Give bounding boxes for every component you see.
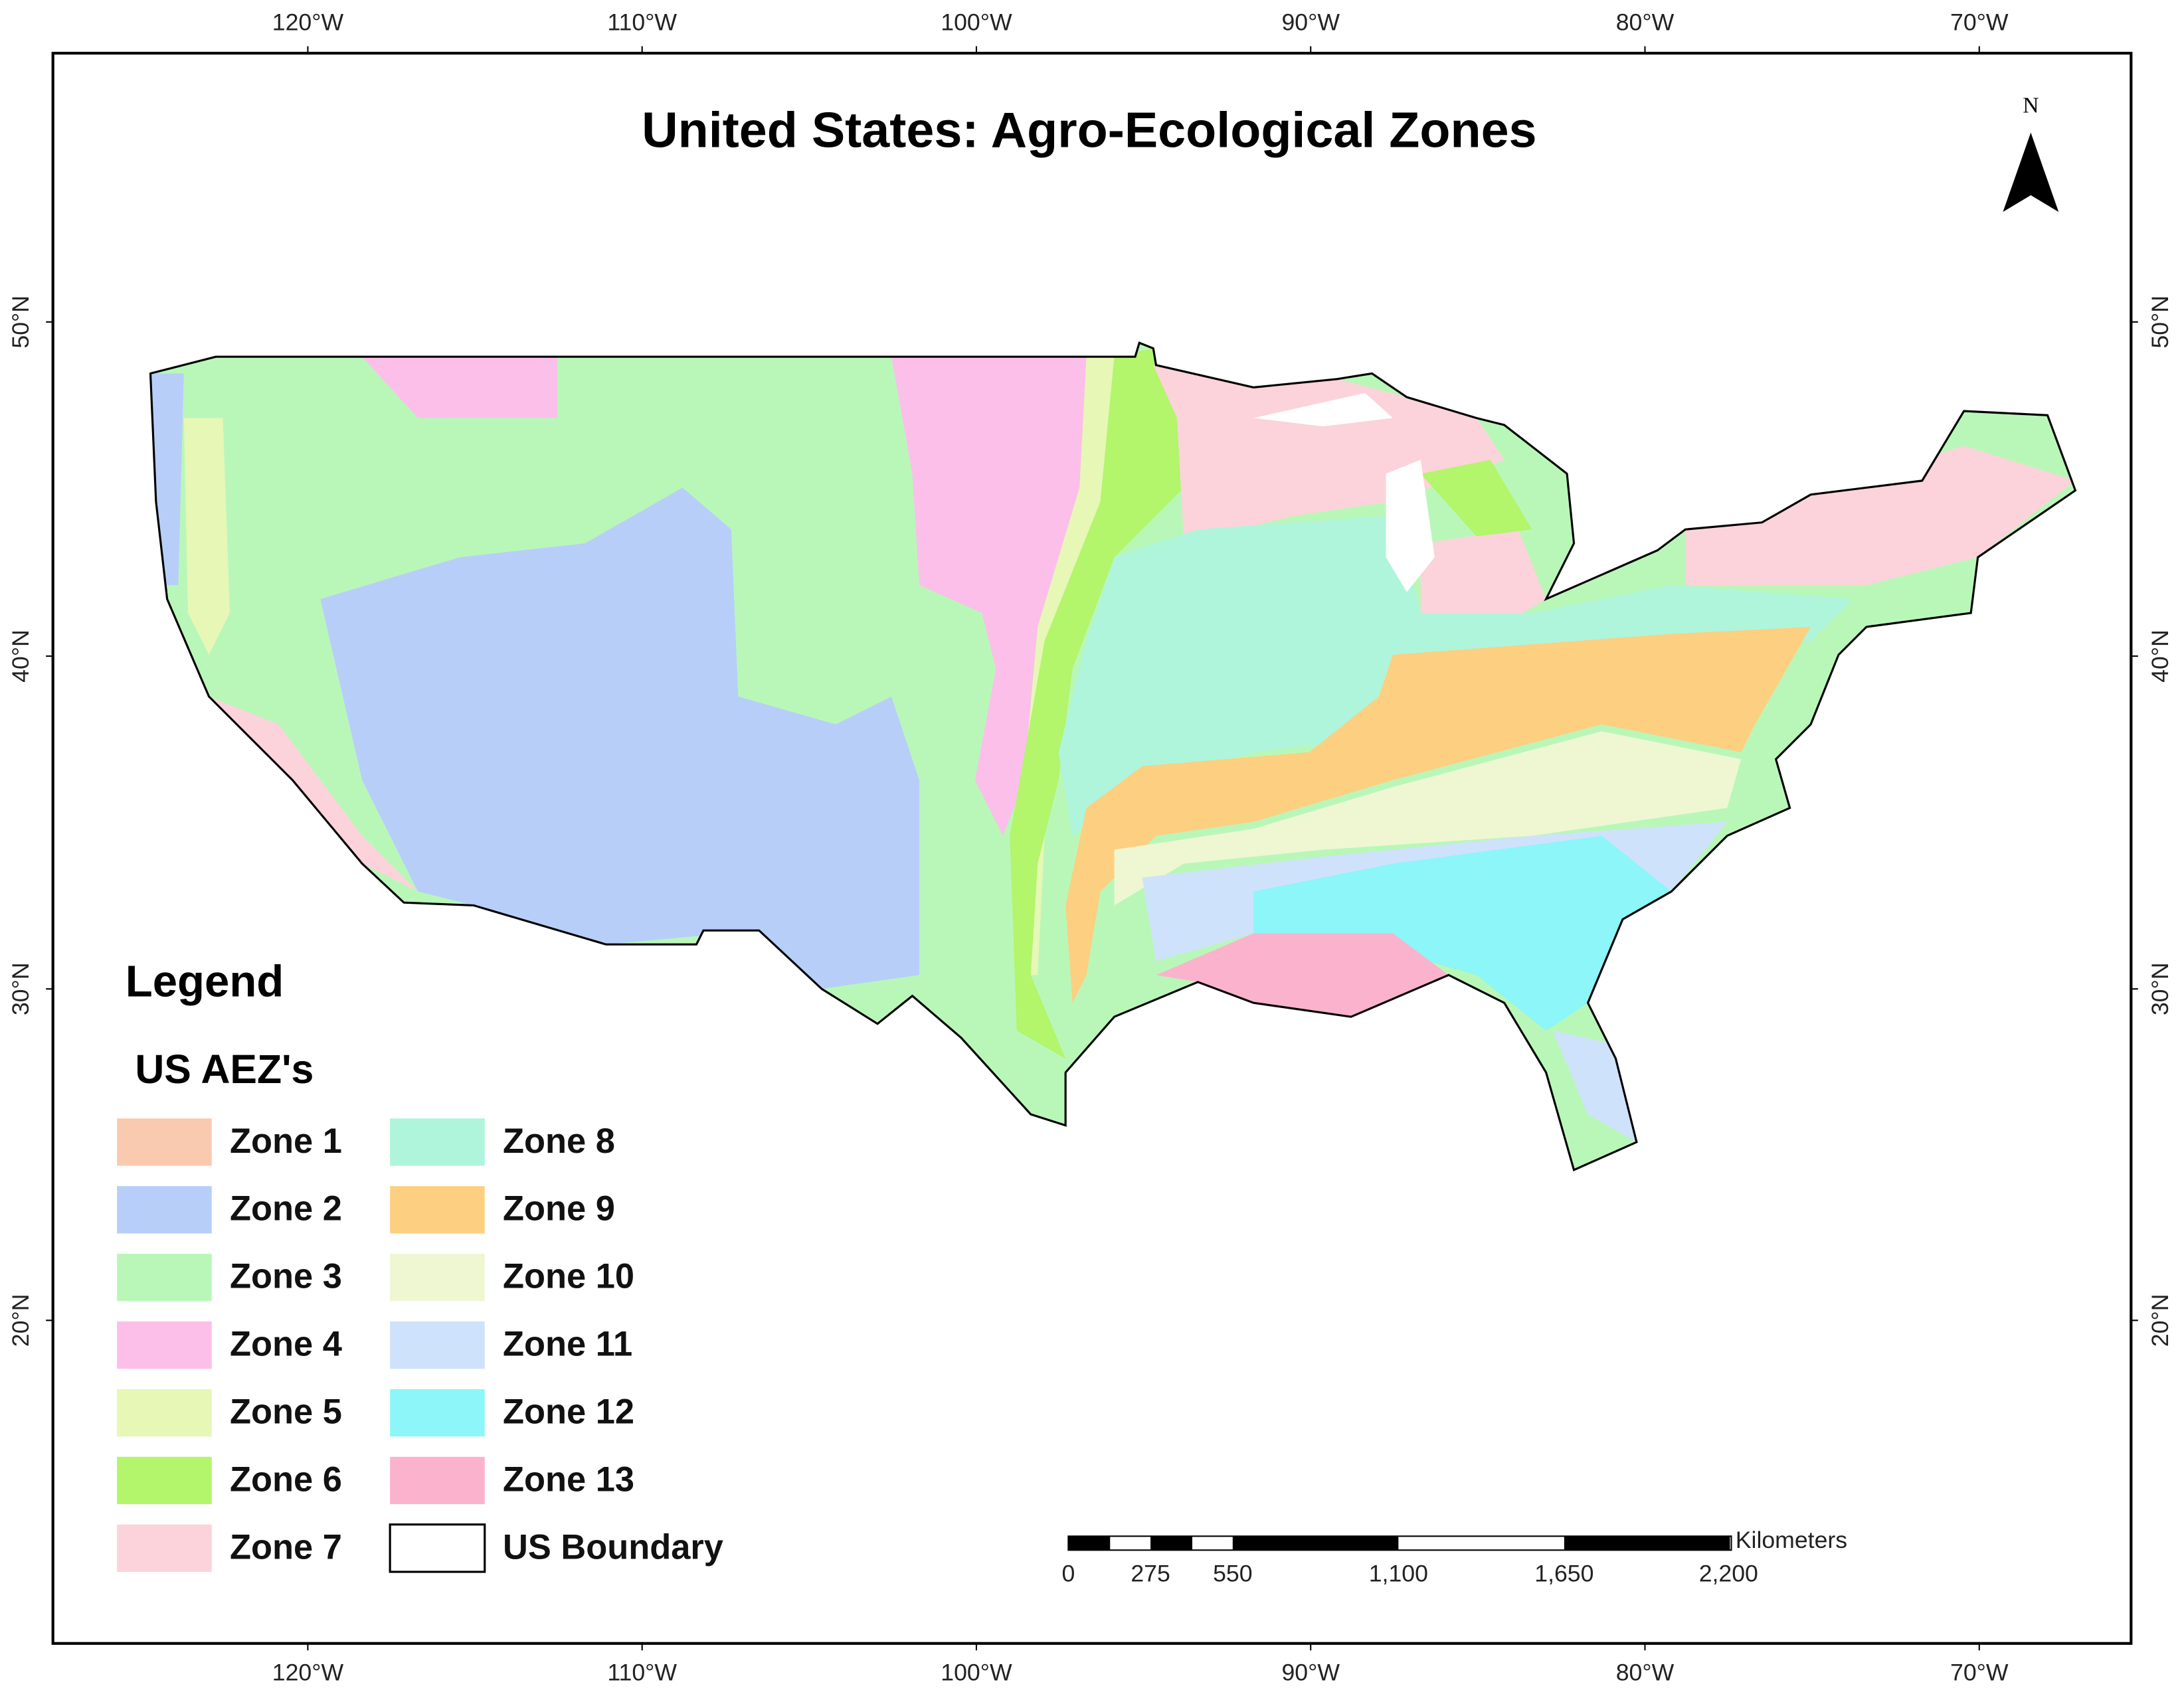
legend-label: Zone 12 bbox=[503, 1393, 634, 1431]
zone-area bbox=[1253, 835, 1672, 1031]
scale-label: 1,100 bbox=[1369, 1560, 1428, 1586]
lon-label: 70°W bbox=[1950, 9, 2009, 35]
zone-area bbox=[1156, 933, 1449, 1017]
legend-title: Legend bbox=[126, 957, 284, 1007]
legend-swatch bbox=[390, 1389, 485, 1437]
legend-label: Zone 8 bbox=[503, 1122, 615, 1161]
legend-swatch bbox=[117, 1186, 212, 1234]
scale-label: 0 bbox=[1061, 1560, 1075, 1586]
scale-segment bbox=[1068, 1536, 1111, 1551]
lat-label: 30°N bbox=[7, 962, 34, 1015]
zone-area bbox=[1420, 460, 1532, 537]
zone-area bbox=[1114, 731, 1742, 906]
lon-label: 120°W bbox=[272, 9, 344, 35]
legend-label: Zone 4 bbox=[230, 1325, 342, 1364]
lon-label: 100°W bbox=[941, 1659, 1012, 1685]
north-label: N bbox=[2023, 94, 2039, 118]
legend-swatch bbox=[390, 1456, 485, 1505]
scale-label: 275 bbox=[1131, 1560, 1170, 1586]
zone-area bbox=[1685, 446, 2076, 586]
legend-label: Zone 2 bbox=[230, 1190, 342, 1229]
zone-area bbox=[1065, 627, 1811, 1003]
legend-label: Zone 1 bbox=[230, 1122, 342, 1161]
lon-label: 120°W bbox=[272, 1659, 344, 1685]
lat-label: 20°N bbox=[7, 1294, 34, 1347]
zone-area bbox=[1058, 515, 1853, 836]
legend-label: Zone 11 bbox=[503, 1325, 632, 1364]
legend-swatch bbox=[117, 1389, 212, 1437]
lon-label: 90°W bbox=[1281, 9, 1340, 35]
legend-swatch bbox=[390, 1321, 485, 1369]
legend-swatch bbox=[117, 1254, 212, 1302]
lake bbox=[1253, 392, 1393, 427]
legend-swatch bbox=[117, 1456, 212, 1505]
lon-label: 80°W bbox=[1616, 9, 1675, 35]
north-arrow bbox=[2003, 132, 2059, 212]
scale-label: 550 bbox=[1213, 1560, 1252, 1586]
lat-label: 40°N bbox=[2147, 630, 2173, 683]
zone-area bbox=[362, 357, 557, 418]
lon-label: 80°W bbox=[1616, 1659, 1675, 1685]
lon-label: 70°W bbox=[1950, 1659, 2009, 1685]
legend-label: Zone 13 bbox=[503, 1460, 634, 1499]
lake bbox=[1386, 460, 1435, 592]
zone-area bbox=[1153, 365, 1504, 544]
legend-swatch bbox=[389, 1523, 486, 1573]
legend-label: Zone 3 bbox=[230, 1258, 342, 1296]
legend-swatch bbox=[390, 1254, 485, 1302]
lat-label: 50°N bbox=[2147, 296, 2173, 349]
zone-area bbox=[320, 487, 919, 989]
lon-label: 90°W bbox=[1281, 1659, 1340, 1685]
lon-label: 110°W bbox=[607, 1659, 677, 1685]
legend-subtitle: US AEZ's bbox=[135, 1047, 314, 1092]
scale-segment bbox=[1232, 1536, 1399, 1551]
scale-label: 1,650 bbox=[1534, 1560, 1593, 1586]
legend-swatch bbox=[390, 1186, 485, 1234]
legend-label: Zone 5 bbox=[230, 1393, 342, 1431]
scale-label: 2,200 bbox=[1699, 1560, 1758, 1586]
lon-label: 100°W bbox=[941, 9, 1012, 35]
lat-label: 50°N bbox=[7, 296, 34, 349]
scale-unit: Kilometers bbox=[1736, 1527, 1847, 1553]
zone-area bbox=[891, 357, 1101, 836]
legend-label: Zone 9 bbox=[503, 1190, 615, 1229]
zone-area bbox=[183, 418, 230, 655]
map-title: United States: Agro-Ecological Zones bbox=[642, 102, 1536, 158]
legend-swatch bbox=[117, 1524, 212, 1572]
lat-label: 30°N bbox=[2147, 962, 2173, 1015]
lon-label: 110°W bbox=[607, 9, 677, 35]
legend-swatch bbox=[390, 1118, 485, 1166]
scale-segment bbox=[1564, 1536, 1730, 1551]
scale-segment bbox=[1150, 1536, 1192, 1551]
legend-label: Zone 6 bbox=[230, 1460, 342, 1499]
zone-area bbox=[209, 696, 418, 892]
legend-label: US Boundary bbox=[503, 1528, 723, 1567]
legend-swatch bbox=[117, 1118, 212, 1166]
lat-label: 20°N bbox=[2147, 1294, 2173, 1347]
lat-label: 40°N bbox=[7, 630, 34, 683]
legend-label: Zone 10 bbox=[503, 1258, 634, 1296]
legend-swatch bbox=[117, 1321, 212, 1369]
legend-label: Zone 7 bbox=[230, 1528, 342, 1567]
scale-bar: Kilometers bbox=[1067, 1527, 1847, 1553]
zone-area bbox=[1010, 348, 1198, 1059]
